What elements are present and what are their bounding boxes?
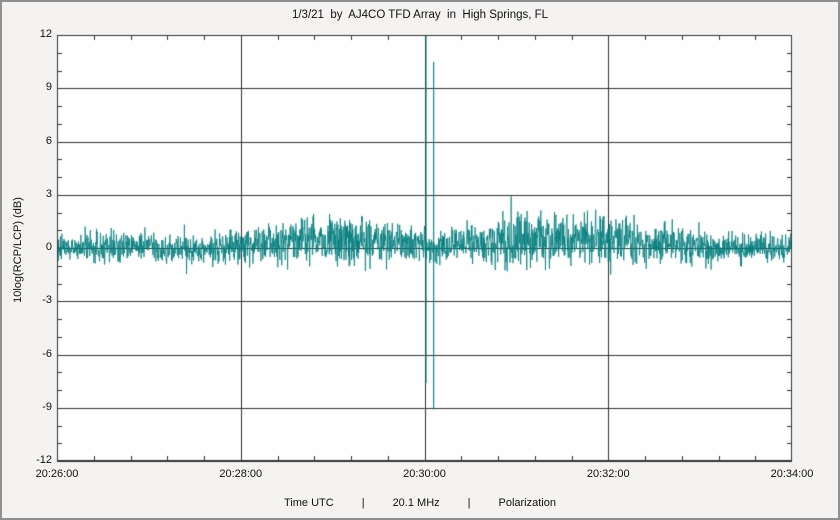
y-tick-label: 12 — [39, 28, 52, 40]
y-tick-label: -9 — [42, 400, 52, 413]
y-tick-label: 0 — [45, 241, 52, 253]
y-tick-label: -12 — [36, 454, 52, 466]
x-axis-caption: Time UTC | 20.1 MHz | Polarization — [2, 497, 838, 509]
x-tick-label: 20:30:00 — [403, 468, 446, 480]
caption-separator-1: | — [361, 497, 365, 509]
y-tick-label: -3 — [42, 294, 52, 307]
y-tick-label: 3 — [45, 187, 52, 200]
caption-polarization: Polarization — [498, 497, 556, 509]
caption-time-utc: Time UTC — [284, 497, 334, 509]
x-tick-label: 20:28:00 — [219, 468, 263, 480]
x-tick-label: 20:26:00 — [35, 468, 79, 480]
y-tick-label: 9 — [45, 81, 52, 94]
caption-frequency: 20.1 MHz — [392, 497, 440, 509]
y-tick-label: -6 — [42, 347, 52, 360]
x-tick-label: 20:34:00 — [770, 468, 814, 480]
x-tick-label: 20:32:00 — [586, 468, 630, 480]
caption-separator-2: | — [467, 497, 471, 509]
y-tick-label: 6 — [45, 134, 52, 147]
